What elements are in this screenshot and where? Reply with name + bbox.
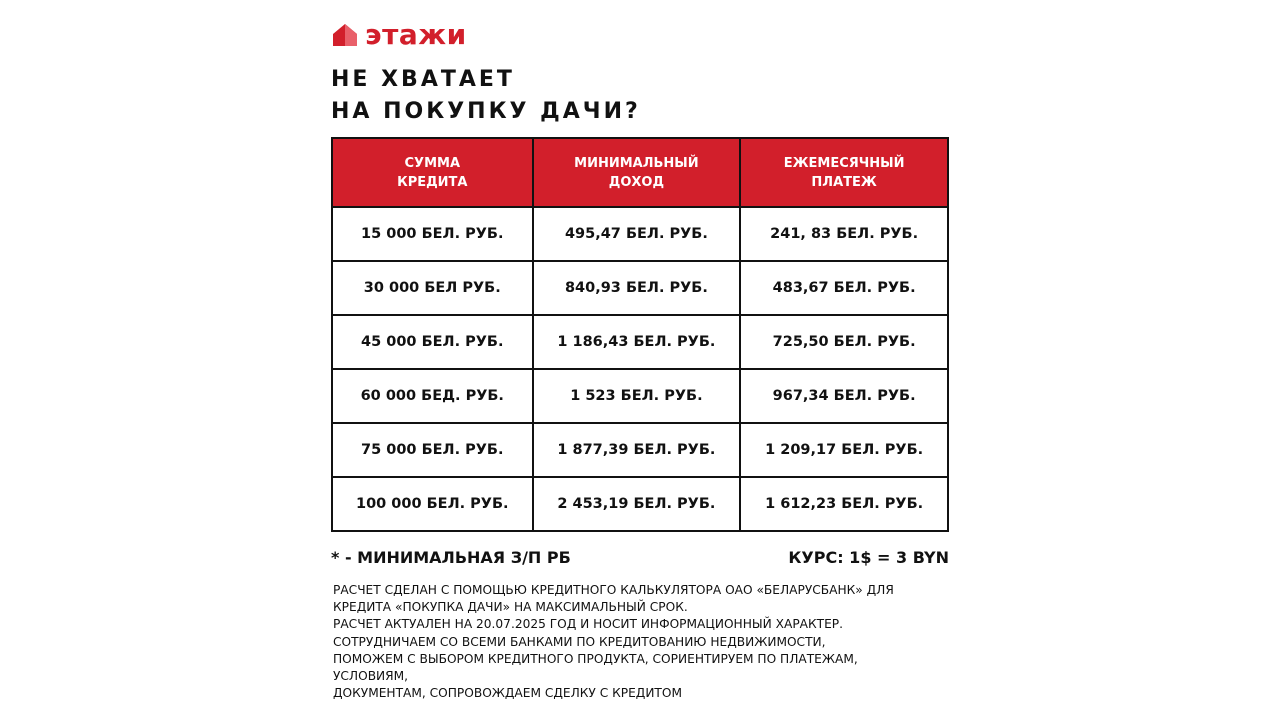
table-cell: 241, 83 БЕЛ. РУБ.: [739, 206, 949, 262]
table-cell: 1 877,39 БЕЛ. РУБ.: [531, 422, 742, 478]
table-cell: 15 000 БЕЛ. РУБ.: [331, 206, 534, 262]
column-header: МИНИМАЛЬНЫЙ ДОХОД: [531, 137, 742, 208]
exchange-rate: КУРС: 1$ = 3 BYN: [788, 548, 949, 567]
building-icon: [333, 24, 357, 46]
table-cell: 100 000 БЕЛ. РУБ.: [331, 476, 534, 532]
disclaimer-line: КРЕДИТА «ПОКУПКА ДАЧИ» НА МАКСИМАЛЬНЫЙ С…: [333, 600, 688, 615]
table-row: 15 000 БЕЛ. РУБ. 495,47 БЕЛ. РУБ. 241, 83 …: [331, 206, 949, 262]
loan-table: СУММА КРЕДИТА МИНИМАЛЬНЫЙ ДОХОД ЕЖЕМЕСЯЧНЫЙ П…: [331, 137, 949, 532]
table-cell: 30 000 БЕЛ РУБ.: [331, 260, 534, 316]
disclaimer-line: ДОКУМЕНТАМ, СОПРОВОЖДАЕМ СДЕЛКУ С КРЕДИТ…: [333, 686, 682, 701]
table-cell: 967,34 БЕЛ. РУБ.: [739, 368, 949, 424]
disclaimer: РАСЧЕТ СДЕЛАН С ПОМОЩЬЮ КРЕДИТНОГО КАЛЬК…: [333, 582, 953, 702]
table-row: 45 000 БЕЛ. РУБ. 1 186,43 БЕЛ. РУБ. 725,50…: [331, 314, 949, 370]
table-cell: 60 000 БЕД. РУБ.: [331, 368, 534, 424]
table-cell: 725,50 БЕЛ. РУБ.: [739, 314, 949, 370]
min-wage-note: * - МИНИМАЛЬНАЯ З/П РБ: [331, 548, 571, 567]
brand-name: этажи: [365, 18, 467, 51]
table-cell: 840,93 БЕЛ. РУБ.: [531, 260, 742, 316]
note-row: * - МИНИМАЛЬНАЯ З/П РБ КУРС: 1$ = 3 BYN: [331, 548, 949, 567]
table-row: 75 000 БЕЛ. РУБ. 1 877,39 БЕЛ. РУБ. 1 209,…: [331, 422, 949, 478]
table-row: 60 000 БЕД. РУБ. 1 523 БЕЛ. РУБ. 967,34 БЕ…: [331, 368, 949, 424]
column-header: ЕЖЕМЕСЯЧНЫЙ ПЛАТЕЖ: [739, 137, 949, 208]
table-row: 100 000 БЕЛ. РУБ. 2 453,19 БЕЛ. РУБ. 1 612…: [331, 476, 949, 532]
brand-logo: этажи: [333, 20, 467, 50]
table-cell: 1 209,17 БЕЛ. РУБ.: [739, 422, 949, 478]
disclaimer-line: СОТРУДНИЧАЕМ СО ВСЕМИ БАНКАМИ ПО КРЕДИТО…: [333, 634, 826, 649]
table-cell: 45 000 БЕЛ. РУБ.: [331, 314, 534, 370]
disclaimer-line: ПОМОЖЕМ С ВЫБОРОМ КРЕДИТНОГО ПРОДУКТА, С…: [333, 651, 858, 666]
table-cell: 495,47 БЕЛ. РУБ.: [531, 206, 742, 262]
disclaimer-line: РАСЧЕТ СДЕЛАН С ПОМОЩЬЮ КРЕДИТНОГО КАЛЬК…: [333, 583, 894, 597]
disclaimer-line: УСЛОВИЯМ,: [333, 669, 409, 684]
table-cell: 483,67 БЕЛ. РУБ.: [739, 260, 949, 316]
table-cell: 2 453,19 БЕЛ. РУБ.: [531, 476, 742, 532]
disclaimer-line: РАСЧЕТ АКТУАЛЕН НА 20.07.2025 ГОД И НОСИ…: [333, 617, 844, 632]
column-header: СУММА КРЕДИТА: [331, 137, 534, 208]
table-cell: 1 186,43 БЕЛ. РУБ.: [531, 314, 742, 370]
table-row: 30 000 БЕЛ РУБ. 840,93 БЕЛ. РУБ. 483,67 БЕ…: [331, 260, 949, 316]
page-title: НЕ ХВАТАЕТ НА ПОКУПКУ ДАЧИ?: [331, 67, 641, 124]
table-cell: 1 612,23 БЕЛ. РУБ.: [739, 476, 949, 532]
table-cell: 75 000 БЕЛ. РУБ.: [331, 422, 534, 478]
table-cell: 1 523 БЕЛ. РУБ.: [531, 368, 742, 424]
